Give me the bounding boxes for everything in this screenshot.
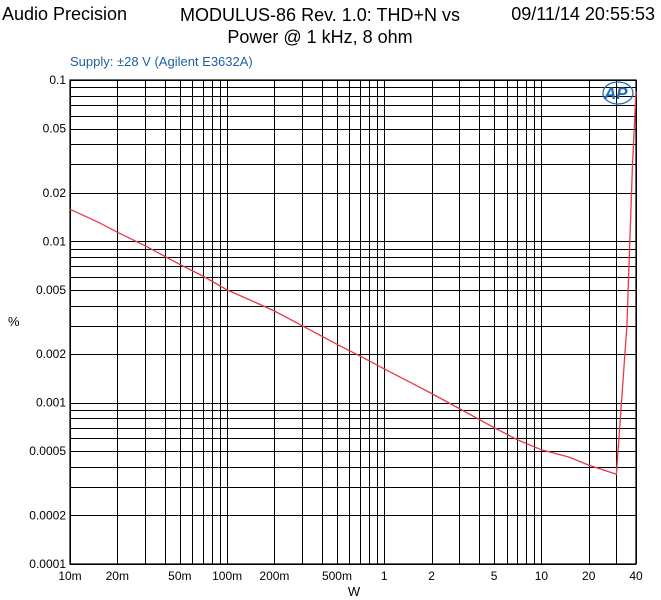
header-timestamp: 09/11/14 20:55:53 <box>511 4 655 24</box>
y-tick-label: 0.005 <box>36 283 66 297</box>
x-tick-label: 10m <box>58 569 81 583</box>
grid <box>70 80 637 565</box>
y-axis-label: % <box>8 314 20 329</box>
logo-ring <box>602 81 634 105</box>
logo-text: AP <box>603 84 628 103</box>
y-tick-label: 0.1 <box>49 73 66 87</box>
series-line <box>69 91 637 476</box>
x-tick-label: 20m <box>106 569 129 583</box>
x-tick-label: 1 <box>381 569 388 583</box>
plot-frame <box>69 79 637 565</box>
x-tick-label: 200m <box>259 569 289 583</box>
y-tick-label: 0.01 <box>43 234 67 248</box>
x-tick-label: 40 <box>629 569 643 583</box>
chart-title-line2: Power @ 1 kHz, 8 ohm <box>227 27 413 47</box>
chart-title: MODULUS-86 Rev. 1.0: THD+N vs Power @ 1 … <box>160 4 480 48</box>
chart-title-line1: MODULUS-86 Rev. 1.0: THD+N vs <box>180 5 460 25</box>
y-tick-label: 0.0001 <box>29 557 66 571</box>
x-tick-label: 2 <box>428 569 435 583</box>
x-tick-label: 20 <box>582 569 596 583</box>
y-tick-label: 0.002 <box>36 347 66 361</box>
y-tick-label: 0.05 <box>43 122 67 136</box>
audio-precision-logo: AP <box>602 81 634 105</box>
y-tick-label: 0.001 <box>36 396 66 410</box>
y-tick-labels: 0.0001 0.0002 0.0005 0.001 0.002 0.005 0.01 0.0… <box>29 73 66 571</box>
y-tick-label: 0.0005 <box>29 444 66 458</box>
x-tick-label: 5 <box>491 569 498 583</box>
y-tick-label: 0.02 <box>43 186 67 200</box>
y-tick-label: 0.0002 <box>29 508 66 522</box>
x-tick-label: 50m <box>168 569 191 583</box>
x-tick-label: 10 <box>535 569 549 583</box>
supply-annotation: Supply: ±28 V (Agilent E3632A) <box>70 54 253 69</box>
x-axis-label: W <box>348 584 361 599</box>
header-app-name: Audio Precision <box>2 4 128 24</box>
x-tick-label: 100m <box>212 569 242 583</box>
x-tick-labels: 10m 20m 50m 100m 200m 500m 1 2 5 10 20 40 <box>58 569 643 583</box>
x-tick-label: 500m <box>322 569 352 583</box>
